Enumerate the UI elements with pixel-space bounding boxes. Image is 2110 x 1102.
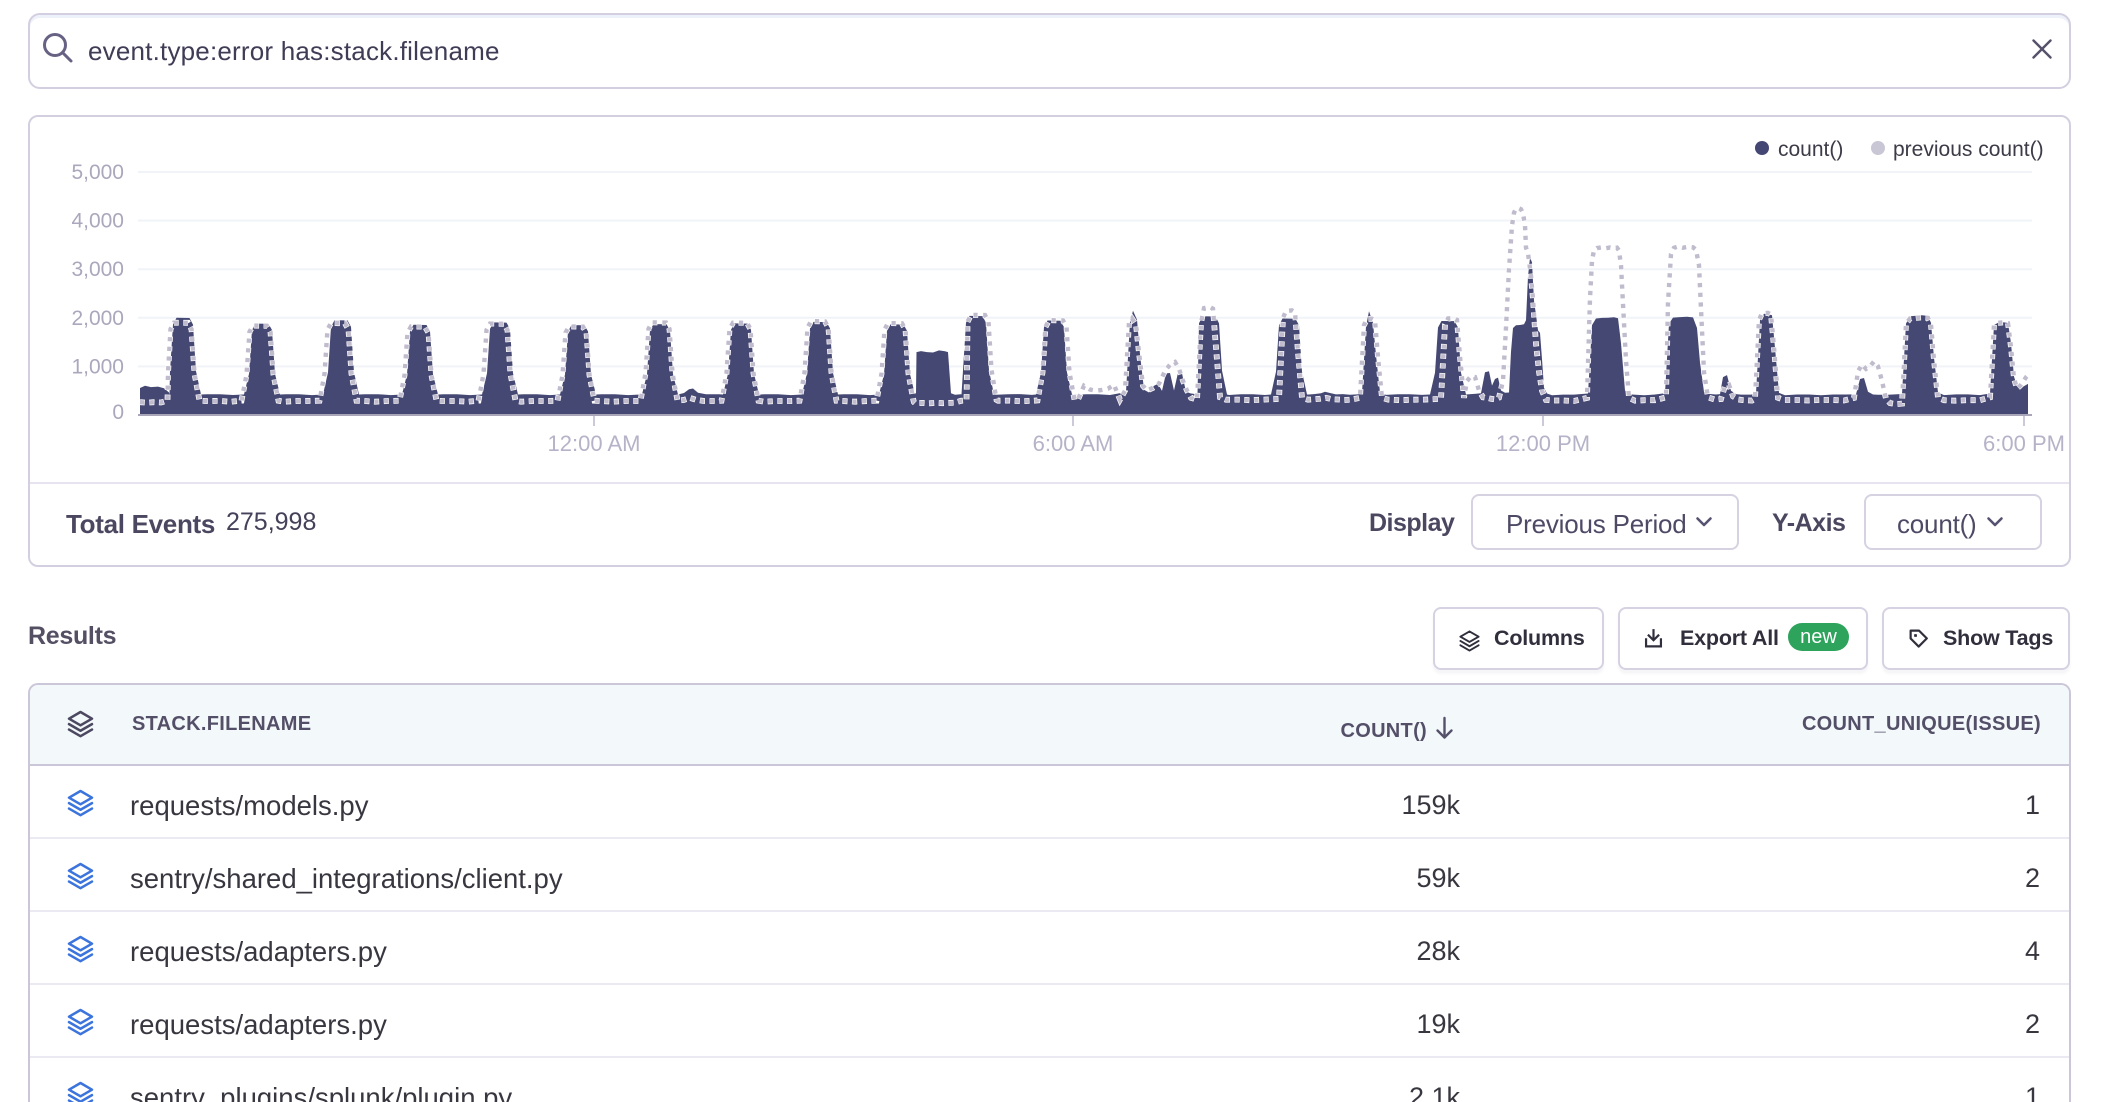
svg-text:previous count(): previous count() (1893, 138, 2044, 161)
svg-text:6:00 PM: 6:00 PM (1983, 431, 2065, 456)
svg-text:12:00 AM: 12:00 AM (548, 431, 641, 456)
svg-text:4,000: 4,000 (71, 210, 124, 233)
svg-text:1,000: 1,000 (71, 355, 124, 378)
svg-text:count(): count() (1778, 138, 1843, 161)
svg-text:2,000: 2,000 (71, 307, 124, 330)
svg-text:12:00 PM: 12:00 PM (1496, 431, 1590, 456)
svg-text:5,000: 5,000 (71, 161, 124, 184)
svg-text:0: 0 (112, 401, 124, 424)
svg-text:3,000: 3,000 (71, 258, 124, 281)
svg-text:6:00 AM: 6:00 AM (1033, 431, 1114, 456)
